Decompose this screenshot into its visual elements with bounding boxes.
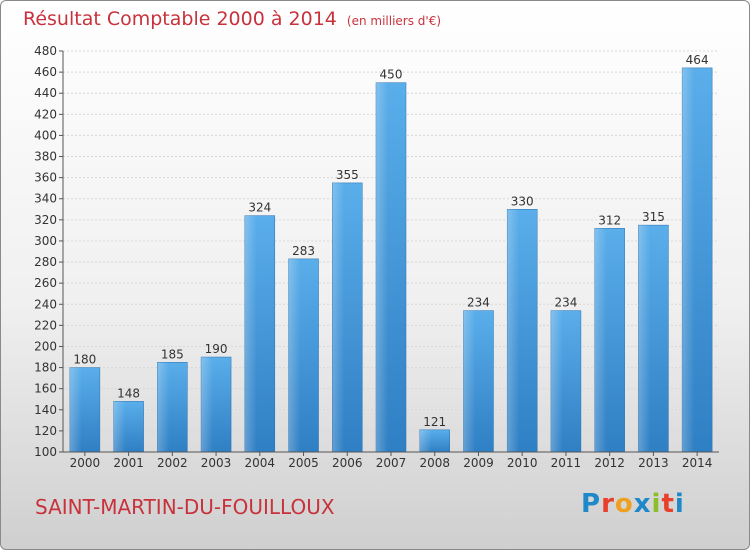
y-tick-label: 480 bbox=[34, 44, 57, 58]
x-tick-label: 2005 bbox=[288, 456, 319, 470]
data-label: 330 bbox=[511, 194, 534, 208]
bar-highlight bbox=[157, 362, 188, 452]
logo-letter: i bbox=[651, 489, 662, 519]
y-tick-label: 340 bbox=[34, 192, 57, 206]
bar-highlight bbox=[244, 215, 275, 452]
x-tick-label: 2004 bbox=[245, 456, 276, 470]
logo-letter: t bbox=[661, 489, 675, 519]
y-tick-label: 140 bbox=[34, 403, 57, 417]
y-tick-label: 400 bbox=[34, 128, 57, 142]
x-tick-label: 2006 bbox=[332, 456, 363, 470]
logo-letter: r bbox=[601, 489, 615, 519]
logo-letter: P bbox=[581, 489, 602, 519]
data-label: 234 bbox=[467, 296, 490, 310]
x-tick-label: 2014 bbox=[682, 456, 713, 470]
data-label: 234 bbox=[554, 296, 577, 310]
x-tick-label: 2002 bbox=[157, 456, 188, 470]
x-tick-label: 2003 bbox=[201, 456, 232, 470]
bar-highlight bbox=[419, 429, 450, 452]
logo-letter: x bbox=[633, 489, 652, 519]
bar-highlight bbox=[376, 82, 406, 452]
bar-highlight bbox=[201, 357, 232, 452]
bar-highlight bbox=[594, 228, 625, 452]
data-label: 148 bbox=[117, 386, 140, 400]
chart-title: Résultat Comptable 2000 à 2014 (en millie… bbox=[23, 8, 441, 30]
data-label: 315 bbox=[642, 210, 665, 224]
y-tick-label: 320 bbox=[34, 213, 57, 227]
bar-highlight bbox=[69, 367, 100, 452]
chart-unit: (en milliers d'€) bbox=[346, 14, 442, 28]
x-tick-label: 2001 bbox=[113, 456, 144, 470]
commune-name: SAINT-MARTIN-DU-FOUILLOUX bbox=[35, 495, 335, 519]
data-label: 180 bbox=[73, 353, 96, 367]
y-tick-label: 360 bbox=[34, 171, 57, 185]
bar-highlight bbox=[332, 182, 363, 452]
x-tick-label: 2013 bbox=[638, 456, 669, 470]
data-label: 312 bbox=[598, 213, 621, 227]
bar-highlight bbox=[638, 225, 669, 452]
logo-letter: i bbox=[674, 489, 685, 519]
y-tick-label: 220 bbox=[34, 318, 57, 332]
x-tick-label: 2011 bbox=[551, 456, 582, 470]
data-label: 355 bbox=[336, 168, 359, 182]
x-tick-label: 2008 bbox=[419, 456, 450, 470]
axes: 100 120 140 160 180 200 220 240 260 280 300 320 340 3… bbox=[34, 44, 719, 470]
x-tick-label: 2010 bbox=[507, 456, 538, 470]
y-tick-label: 420 bbox=[34, 107, 57, 121]
y-tick-label: 200 bbox=[34, 339, 57, 353]
logo-letter: o bbox=[614, 489, 634, 519]
x-tick-label: 2000 bbox=[70, 456, 101, 470]
chart-title-text: Résultat Comptable 2000 à 2014 bbox=[23, 8, 337, 30]
y-tick-label: 380 bbox=[34, 150, 57, 164]
bar-highlight bbox=[113, 401, 144, 452]
data-label: 190 bbox=[205, 342, 228, 356]
data-label: 185 bbox=[161, 347, 184, 361]
proxiti-logo: Proxiti bbox=[581, 489, 685, 519]
y-tick-label: 100 bbox=[34, 445, 57, 459]
data-label: 324 bbox=[248, 201, 271, 215]
y-tick-label: 300 bbox=[34, 234, 57, 248]
data-label: 450 bbox=[380, 68, 403, 82]
y-tick-label: 260 bbox=[34, 276, 57, 290]
data-label: 464 bbox=[686, 53, 709, 67]
bars: 180 148 185 190 324 283 355 450 121 234 330 234 312 3… bbox=[69, 53, 713, 453]
y-tick-label: 440 bbox=[34, 86, 57, 100]
x-tick-label: 2012 bbox=[594, 456, 625, 470]
bar-highlight bbox=[682, 67, 713, 452]
data-label: 283 bbox=[292, 244, 315, 258]
bar-highlight bbox=[463, 310, 494, 452]
y-tick-label: 280 bbox=[34, 255, 57, 269]
y-tick-label: 120 bbox=[34, 424, 57, 438]
data-label: 121 bbox=[423, 415, 446, 429]
x-tick-label: 2007 bbox=[376, 456, 407, 470]
y-tick-label: 460 bbox=[34, 65, 57, 79]
x-tick-label: 2009 bbox=[463, 456, 494, 470]
y-tick-label: 160 bbox=[34, 382, 57, 396]
bar-highlight bbox=[507, 209, 538, 452]
bar-highlight bbox=[550, 310, 581, 452]
y-tick-label: 180 bbox=[34, 361, 57, 375]
y-tick-label: 240 bbox=[34, 297, 57, 311]
bar-highlight bbox=[288, 258, 319, 452]
